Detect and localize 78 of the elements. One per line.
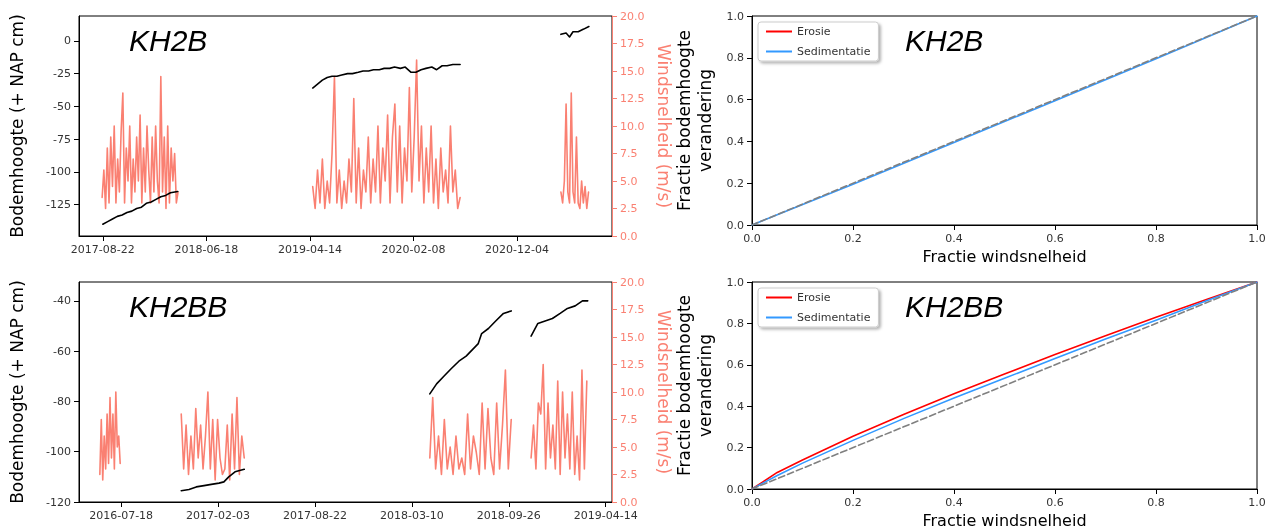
y-tick-label: 0.4: [726, 134, 744, 148]
y-tick-label: 1.0: [726, 9, 744, 23]
x-tick-label: 0.6: [1046, 496, 1064, 509]
x-tick-label: 0.6: [1046, 232, 1064, 245]
x-tick-label: 0.0: [743, 232, 761, 245]
y-tick-label: 0.6: [726, 93, 744, 107]
x-tick-label: 2018-06-18: [174, 243, 239, 256]
y2-tick-label: 15.0: [620, 330, 645, 344]
y2-tick-label: 2.5: [620, 202, 638, 215]
legend-label: Sedimentatie: [797, 45, 871, 58]
y-tick-label: 0: [64, 34, 71, 48]
y2-tick-label: 12.5: [620, 92, 645, 105]
x-tick-label: 1.0: [1248, 496, 1266, 509]
chart-title: KH2BB: [129, 289, 228, 323]
x-tick-label: 2019-04-14: [573, 509, 638, 522]
y-tick-label: 0.0: [726, 218, 744, 232]
y2-axis-title: Windsnelheid (m/s): [653, 309, 674, 475]
y2-tick-label: 5.0: [620, 440, 638, 454]
legend-label: Erosie: [797, 291, 831, 304]
y-tick-label: -100: [46, 445, 71, 459]
x-tick-label: 0.2: [844, 496, 862, 509]
y-tick-label: -40: [53, 294, 71, 308]
y-tick-label: 0.8: [726, 316, 744, 330]
legend-label: Erosie: [797, 25, 831, 38]
y2-tick-label: 17.5: [620, 303, 645, 316]
y2-tick-label: 15.0: [620, 64, 645, 78]
x-tick-label: 0.4: [945, 496, 963, 509]
y-axis-title: Bodemhoogte (+ NAP cm): [6, 14, 27, 238]
y2-tick-label: 12.5: [620, 358, 645, 371]
x-tick-label: 2017-08-22: [283, 509, 347, 522]
y2-tick-label: 20.0: [620, 275, 645, 289]
y-axis-title: Fractie bodemhoogte verandering: [674, 294, 716, 477]
y2-tick-label: 2.5: [620, 468, 638, 481]
x-tick-label: 1.0: [1248, 232, 1266, 245]
y-tick-label: 0.0: [726, 482, 744, 496]
x-tick-label: 2016-07-18: [89, 509, 154, 522]
x-tick-label: 2020-12-04: [485, 243, 550, 256]
x-tick-label: 2017-08-22: [70, 243, 135, 256]
y2-tick-label: 5.0: [620, 174, 638, 188]
y-axis-title: Bodemhoogte (+ NAP cm): [6, 280, 27, 504]
x-axis-title: Fractie windsnelheid: [922, 247, 1087, 267]
chart-title: KH2B: [129, 23, 208, 57]
y-tick-label: -125: [46, 198, 71, 212]
y2-tick-label: 17.5: [620, 37, 645, 50]
x-tick-label: 0.8: [1147, 496, 1165, 509]
y-tick-label: -120: [46, 495, 71, 509]
y-tick-label: -60: [53, 344, 71, 358]
x-tick-label: 0.2: [844, 232, 862, 245]
x-tick-label: 2018-03-10: [379, 509, 444, 522]
x-tick-label: 0.4: [945, 232, 963, 245]
y2-tick-label: 20.0: [620, 9, 645, 23]
y-axis-title: Fractie bodemhoogte verandering: [674, 29, 716, 212]
chart-title: KH2B: [905, 23, 984, 57]
y-tick-label: -80: [53, 394, 71, 408]
chart-title: KH2BB: [905, 289, 1004, 323]
legend-label: Sedimentatie: [797, 311, 871, 324]
y-tick-label: 0.2: [726, 176, 744, 190]
x-tick-label: 2017-02-03: [186, 509, 251, 522]
x-tick-label: 2018-09-26: [476, 509, 541, 522]
y2-tick-label: 10.0: [620, 385, 645, 399]
y-tick-label: -75: [53, 132, 71, 146]
y2-tick-label: 10.0: [620, 119, 645, 133]
y-tick-label: 1.0: [726, 275, 744, 289]
x-tick-label: 2020-02-08: [381, 243, 446, 256]
y-tick-label: -50: [53, 99, 71, 113]
x-tick-label: 2019-04-14: [277, 243, 342, 256]
y-tick-label: 0.6: [726, 358, 744, 372]
y2-tick-label: 7.5: [620, 147, 638, 160]
y-tick-label: 0.4: [726, 399, 744, 413]
y2-tick-label: 7.5: [620, 413, 638, 426]
x-axis-title: Fractie windsnelheid: [922, 511, 1087, 531]
x-tick-label: 0.0: [743, 496, 761, 509]
y2-axis-title: Windsnelheid (m/s): [653, 43, 674, 209]
y-tick-label: -25: [53, 67, 71, 81]
y-tick-label: -100: [46, 165, 71, 179]
x-tick-label: 0.8: [1147, 232, 1165, 245]
y-tick-label: 0.8: [726, 51, 744, 65]
y-tick-label: 0.2: [726, 441, 744, 455]
